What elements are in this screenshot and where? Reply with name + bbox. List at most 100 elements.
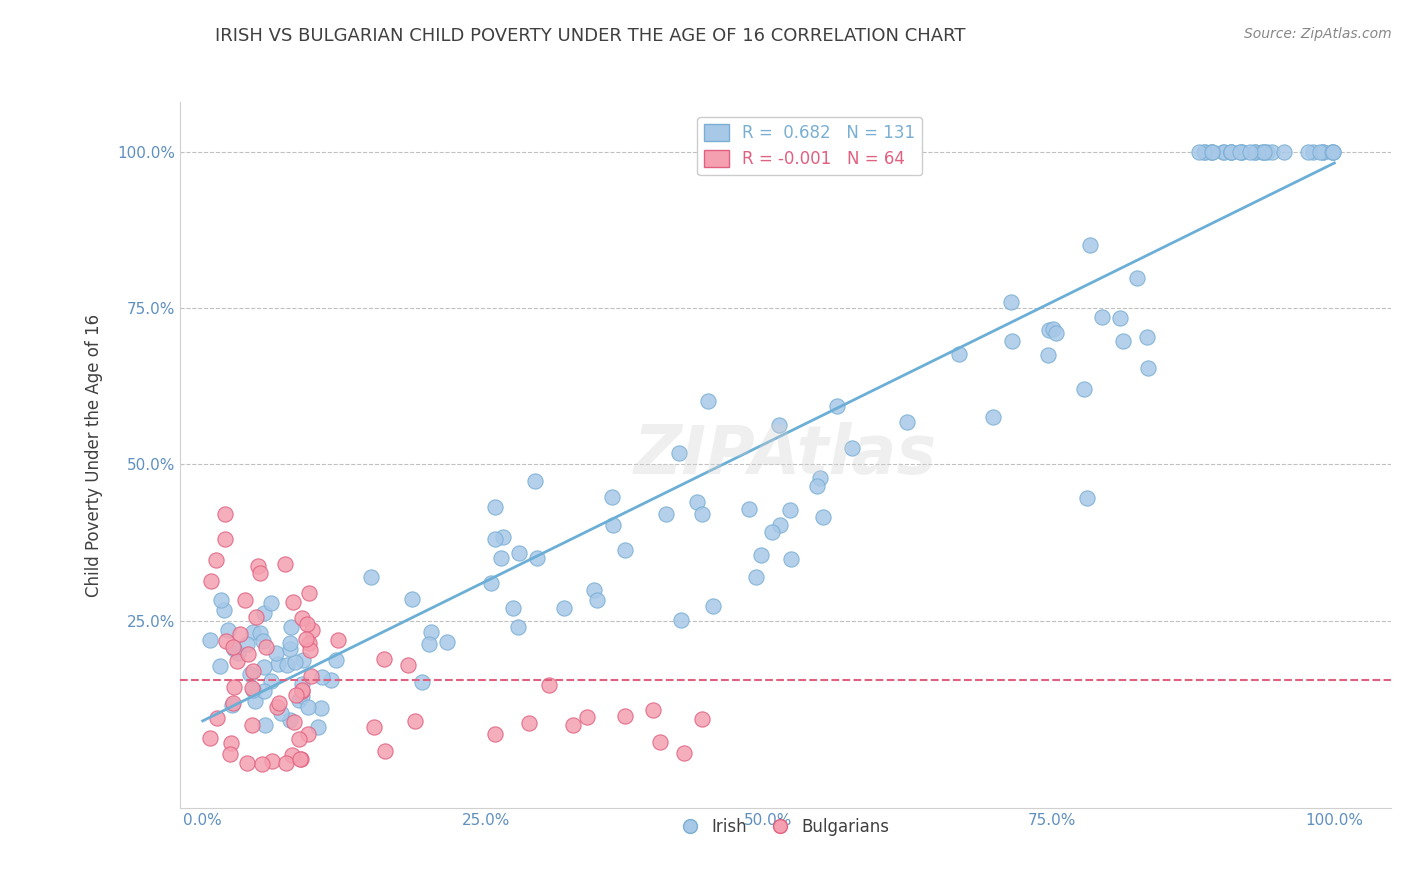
Irish <box>738 501 761 516</box>
Irish <box>1230 145 1253 159</box>
Bulgarians <box>641 703 664 717</box>
Bulgarians <box>284 689 307 703</box>
Irish <box>1220 145 1243 159</box>
Bulgarians <box>404 714 426 728</box>
Irish <box>1243 145 1265 159</box>
Irish <box>1309 145 1331 159</box>
Bulgarians <box>247 558 270 573</box>
Irish <box>436 634 458 648</box>
Irish <box>260 674 283 689</box>
Bulgarians <box>249 566 271 581</box>
Bulgarians <box>281 748 304 763</box>
Bulgarians <box>242 664 264 678</box>
Irish <box>523 474 546 488</box>
Irish <box>249 625 271 640</box>
Bulgarians <box>328 632 350 647</box>
Irish <box>582 582 605 597</box>
Irish <box>222 641 245 656</box>
Irish <box>1261 145 1284 159</box>
Irish <box>411 675 433 690</box>
Irish <box>212 602 235 616</box>
Irish <box>1322 145 1344 159</box>
Irish <box>526 551 548 566</box>
Irish <box>841 442 863 456</box>
Irish <box>769 518 792 533</box>
Bulgarians <box>262 754 284 768</box>
Bulgarians <box>396 658 419 673</box>
Bulgarians <box>222 696 245 710</box>
Bulgarians <box>363 720 385 734</box>
Bulgarians <box>561 718 583 732</box>
Irish <box>242 624 264 639</box>
Irish <box>613 543 636 558</box>
Irish <box>508 620 530 634</box>
Irish <box>1194 145 1216 159</box>
Irish <box>1194 145 1216 159</box>
Irish <box>825 399 848 413</box>
Bulgarians <box>214 508 236 522</box>
Irish <box>1219 145 1241 159</box>
Bulgarians <box>290 752 312 766</box>
Irish <box>1256 145 1278 159</box>
Irish <box>239 667 262 681</box>
Bulgarians <box>299 669 322 683</box>
Bulgarians <box>373 652 395 666</box>
Irish <box>948 347 970 361</box>
Bulgarians <box>269 696 291 710</box>
Irish <box>811 510 834 524</box>
Irish <box>200 632 222 647</box>
Irish <box>209 593 232 607</box>
Text: Source: ZipAtlas.com: Source: ZipAtlas.com <box>1244 27 1392 41</box>
Irish <box>553 601 575 615</box>
Irish <box>1232 145 1254 159</box>
Irish <box>484 532 506 546</box>
Irish <box>401 591 423 606</box>
Irish <box>479 575 502 590</box>
Bulgarians <box>207 711 229 725</box>
Irish <box>1076 491 1098 505</box>
Bulgarians <box>613 708 636 723</box>
Irish <box>981 409 1004 424</box>
Irish <box>1199 145 1222 159</box>
Irish <box>806 479 828 493</box>
Irish <box>508 546 530 560</box>
Irish <box>325 653 347 667</box>
Irish <box>1244 145 1267 159</box>
Irish <box>418 637 440 651</box>
Bulgarians <box>250 756 273 771</box>
Legend: Irish, Bulgarians: Irish, Bulgarians <box>675 811 897 843</box>
Irish <box>1220 145 1243 159</box>
Bulgarians <box>283 595 305 609</box>
Irish <box>270 706 292 721</box>
Irish <box>1212 145 1234 159</box>
Irish <box>245 694 267 708</box>
Irish <box>297 699 319 714</box>
Bulgarians <box>274 557 297 571</box>
Irish <box>1042 322 1064 336</box>
Irish <box>1038 323 1060 337</box>
Irish <box>235 637 257 651</box>
Irish <box>1250 145 1272 159</box>
Irish <box>751 548 773 562</box>
Irish <box>1188 145 1211 159</box>
Irish <box>1272 145 1295 159</box>
Irish <box>702 599 724 614</box>
Irish <box>1253 145 1275 159</box>
Irish <box>1312 145 1334 159</box>
Bulgarians <box>519 716 541 731</box>
Bulgarians <box>297 636 319 650</box>
Bulgarians <box>221 736 243 750</box>
Irish <box>1312 145 1334 159</box>
Irish <box>1073 382 1095 396</box>
Irish <box>768 418 790 433</box>
Bulgarians <box>245 610 267 624</box>
Bulgarians <box>274 756 297 770</box>
Irish <box>779 552 801 566</box>
Bulgarians <box>266 699 288 714</box>
Irish <box>278 636 301 650</box>
Bulgarians <box>236 648 259 662</box>
Irish <box>360 570 382 584</box>
Irish <box>264 647 287 661</box>
Bulgarians <box>222 681 245 695</box>
Bulgarians <box>221 640 243 654</box>
